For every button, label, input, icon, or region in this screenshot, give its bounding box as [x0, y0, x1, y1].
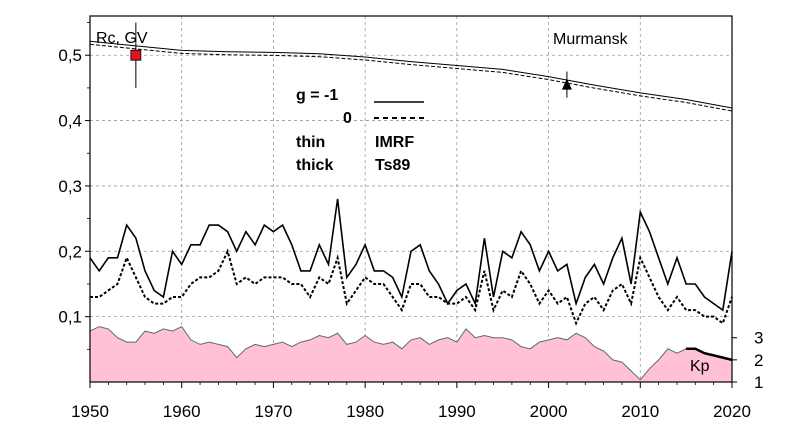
kp-area — [89, 325, 733, 382]
location-label: Murmansk — [553, 31, 629, 48]
kp-tick-label: 3 — [754, 329, 763, 348]
y-tick-label: 0,2 — [58, 242, 82, 261]
legend-ts89-label: Ts89 — [375, 157, 410, 174]
y-axis-ticks: 0,1 0,2 0,3 0,4 0,5 — [58, 22, 90, 350]
red-square-marker — [130, 49, 142, 61]
x-tick-label: 2000 — [530, 402, 568, 421]
kp-tick-label: 1 — [754, 373, 763, 392]
x-tick-label: 1970 — [255, 402, 293, 421]
kp-fill — [90, 326, 732, 382]
black-triangle-marker — [561, 78, 572, 90]
rc-upper-line — [89, 40, 733, 109]
x-tick-label: 1980 — [346, 402, 384, 421]
x-axis-ticks: 1950 1960 1970 1980 1990 2000 2010 2020 — [71, 382, 751, 421]
x-tick-label: 2020 — [713, 402, 751, 421]
x-tick-label: 1960 — [163, 402, 201, 421]
y-tick-label: 0,4 — [58, 112, 82, 131]
legend-imrf-label: IMRF — [375, 134, 414, 151]
legend-thin-label: thin — [296, 134, 325, 151]
kp-recent-highlight — [686, 347, 733, 362]
kp-label: Kp — [690, 358, 710, 375]
y-tick-label: 0,3 — [58, 177, 82, 196]
kp-tick-label: 2 — [754, 351, 763, 370]
kp-axis-ticks: 1 2 3 — [732, 329, 763, 392]
x-tick-label: 2010 — [621, 402, 659, 421]
rc-upper-dashed-line — [89, 43, 733, 112]
plot-frame — [89, 15, 733, 383]
data-markers — [130, 22, 572, 98]
x-tick-label: 1950 — [71, 402, 109, 421]
y-axis-label: Rc, GV — [96, 30, 148, 47]
rc-solid-series — [89, 198, 733, 312]
legend-thick-label: thick — [296, 157, 333, 174]
y-tick-label: 0,1 — [58, 308, 82, 327]
legend-g-label: g = -1 — [296, 87, 338, 104]
data-series — [89, 40, 733, 326]
rc-dashed-series — [90, 248, 733, 326]
kp-edge — [89, 325, 733, 381]
legend: g = -1 0 thin IMRF thick Ts89 — [296, 87, 424, 174]
legend-zero-label: 0 — [343, 110, 352, 127]
x-tick-label: 1990 — [438, 402, 476, 421]
y-tick-label: 0,5 — [58, 46, 82, 65]
